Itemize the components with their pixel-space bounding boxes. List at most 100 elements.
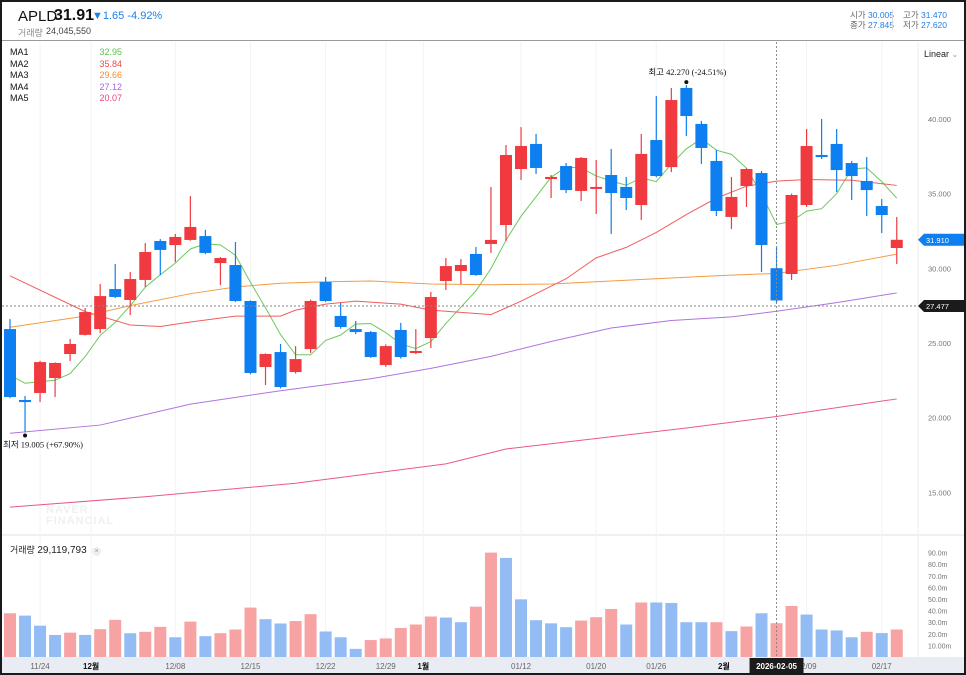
x-axis-label: 11/24 <box>30 662 50 671</box>
volume-bar <box>454 622 467 657</box>
close-icon[interactable]: × <box>92 547 102 556</box>
x-axis-label: 01/12 <box>511 662 532 671</box>
volume-bar <box>680 622 693 657</box>
volume-legend-label: 거래량 <box>10 545 35 555</box>
volume-bar <box>740 626 753 657</box>
candle-up <box>725 196 738 217</box>
candle-up <box>424 296 437 339</box>
candle-up <box>124 279 137 300</box>
x-axis-label: 12/08 <box>165 662 186 671</box>
volume-bar <box>845 637 858 657</box>
price-tick-label: 40.000 <box>928 115 951 124</box>
volume-tick-label: 10.00m <box>928 643 952 650</box>
candle-up <box>439 266 452 281</box>
volume-bar <box>560 627 573 657</box>
crosshair-date-label: 2026-02-05 <box>756 662 797 671</box>
ma-value: 27.12 <box>99 81 122 92</box>
volume-bar <box>695 622 708 657</box>
x-axis-label: 02/17 <box>872 662 893 671</box>
volume-bar <box>379 638 392 657</box>
volume-bar <box>319 631 332 657</box>
legend-ma1: MA1 32.95 <box>10 47 122 59</box>
volume-bar <box>394 628 407 657</box>
price-tick-label: 25.000 <box>928 339 951 348</box>
candle-up <box>259 353 272 367</box>
volume-bar <box>109 619 122 657</box>
candle-up <box>289 359 302 373</box>
close-value: 27.845 <box>868 20 895 30</box>
change-percent: -4.92% <box>127 10 163 22</box>
candle-down <box>469 253 482 276</box>
candle-down <box>394 329 407 357</box>
high-annotation: 최고 42.270 (-24.51%) <box>648 67 726 77</box>
candle-down <box>560 166 573 191</box>
volume-bar <box>605 608 618 657</box>
high-value: 31.470 <box>921 10 948 20</box>
ohlc-right: 고가 31.470 저가 27.620 <box>903 10 947 30</box>
ma-name: MA4 <box>10 81 29 92</box>
volume-bar <box>484 552 497 657</box>
candle-down <box>710 160 723 211</box>
legend-ma2: MA2 35.84 <box>10 59 122 71</box>
open-label: 시가 <box>850 10 866 20</box>
candle-up <box>79 312 92 335</box>
quote-header: APLD 31.91 ▼1.65 -4.92% 거래량 24,045,550 시… <box>2 2 964 41</box>
chevron-down-icon: ⌄ <box>951 50 959 59</box>
volume-bar <box>94 629 107 657</box>
volume-bar <box>530 620 543 657</box>
volume-bar <box>64 632 77 657</box>
x-axis-label: 01/26 <box>646 662 667 671</box>
candle-down <box>755 173 768 246</box>
volume-bar <box>334 637 347 657</box>
low-annotation: 최저 19.005 (+67.90%) <box>3 439 83 449</box>
crosshair-date-tag <box>749 658 804 673</box>
candle-down <box>830 143 843 171</box>
x-axis-label: 12/22 <box>316 662 337 671</box>
candle-down <box>244 300 257 373</box>
volume-bar <box>154 626 167 657</box>
ma-name: MA1 <box>10 47 29 57</box>
x-axis-label: 02/09 <box>797 662 818 671</box>
candle-up <box>94 296 107 330</box>
volume-bar <box>124 633 137 657</box>
volume-bar <box>830 630 843 657</box>
ma-line-ma5 <box>9 398 897 508</box>
volume-bar <box>875 633 888 657</box>
x-axis-label: 01/20 <box>586 662 607 671</box>
volume-bar <box>79 634 92 657</box>
last-price: 31.91 <box>54 7 95 24</box>
candle-up <box>515 146 528 170</box>
ticker-symbol: APLD <box>18 8 58 25</box>
volume-bar <box>499 557 512 657</box>
scale-mode-dropdown[interactable]: Linear ⌄ <box>924 49 958 59</box>
volume-tick-label: 80.0m <box>928 562 948 569</box>
legend-ma3: MA3 29.66 <box>10 70 122 82</box>
candle-up <box>409 351 422 354</box>
candle-down <box>770 268 783 301</box>
volume-value: 24,045,550 <box>46 26 92 36</box>
candle-down <box>680 87 693 117</box>
x-axis-label: 12월 <box>83 661 99 671</box>
x-axis-label: 2월 <box>718 661 730 671</box>
candle-up <box>214 257 227 264</box>
volume-bar <box>785 605 798 657</box>
volume-bar <box>575 620 588 657</box>
candle-up <box>665 100 678 168</box>
volume-tick-label: 20.0m <box>928 632 948 639</box>
volume-label: 거래량 <box>18 28 43 38</box>
crosshair-price-tag <box>918 299 964 312</box>
volume-bar <box>815 629 828 657</box>
volume-bar <box>214 633 227 657</box>
candle-up <box>64 343 77 354</box>
candle-down <box>19 399 32 403</box>
candle-down <box>364 332 377 357</box>
volume-legend: 거래량 29,119,793 × <box>10 543 102 556</box>
candle-up <box>740 169 753 187</box>
candle-up <box>454 265 467 271</box>
ma-value: 20.07 <box>99 93 122 103</box>
watermark: NAVER FINANCIAL <box>46 504 115 527</box>
volume-bar <box>770 623 783 657</box>
volume-bar <box>890 629 903 657</box>
price-tick-label: 30.000 <box>928 264 951 273</box>
